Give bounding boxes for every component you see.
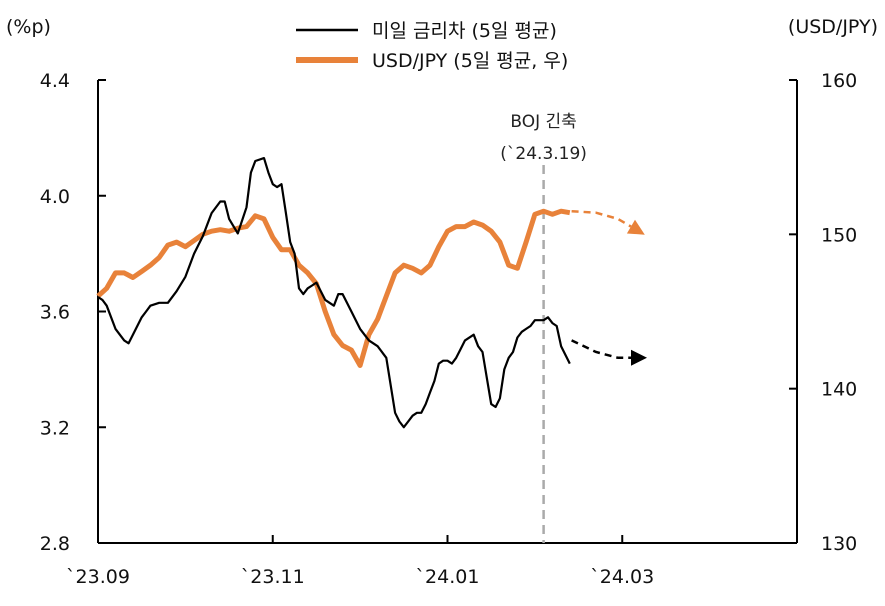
left-tick-label: 2.8: [40, 533, 70, 555]
x-tick-label: `24.03: [590, 566, 654, 588]
x-tick-label: `23.11: [241, 566, 305, 588]
projection-line-usdjpy: [571, 209, 632, 228]
right-axis-unit: (USD/JPY): [788, 16, 878, 38]
legend-label-usdjpy: USD/JPY (5일 평균, 우): [372, 50, 568, 72]
left-tick-group: 4.4 4.0 3.6 3.2 2.8: [40, 70, 106, 555]
left-tick-label: 4.4: [40, 70, 70, 92]
series-line-usdjpy: [96, 208, 571, 368]
right-tick-label: 140: [821, 379, 857, 401]
event-label: BOJ 긴축: [510, 112, 576, 132]
legend: 미일 금리차 (5일 평균) USD/JPY (5일 평균, 우): [296, 20, 568, 72]
x-tick-group: `23.09 `23.11 `24.01 `24.03: [66, 535, 654, 588]
legend-label-spread: 미일 금리차 (5일 평균): [372, 20, 557, 42]
projection-arrow-usdjpy: [626, 219, 645, 235]
right-tick-label: 150: [821, 224, 857, 246]
left-tick-label: 3.2: [40, 417, 70, 439]
left-tick-label: 4.0: [40, 186, 70, 208]
series-line-spread: [97, 157, 571, 429]
x-tick-label: `24.01: [416, 566, 480, 588]
event-date: (`24.3.19): [500, 144, 587, 164]
x-tick-label: `23.09: [66, 566, 130, 588]
left-axis-unit: (%p): [6, 16, 51, 38]
right-tick-label: 130: [821, 533, 857, 555]
right-tick-label: 160: [821, 70, 857, 92]
projection-arrow-spread: [631, 349, 647, 366]
projection-line-spread: [571, 339, 631, 360]
right-tick-group: 160 150 140 130: [789, 70, 857, 555]
left-tick-label: 3.6: [40, 302, 70, 324]
